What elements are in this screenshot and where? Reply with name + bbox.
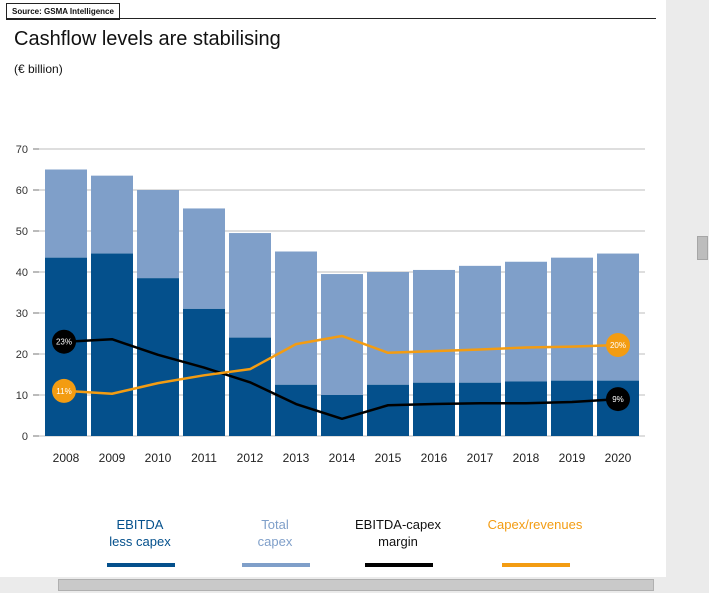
vertical-scrollbar-thumb[interactable] bbox=[697, 236, 708, 260]
line-capex-revenues bbox=[65, 334, 619, 396]
bar-total-capex bbox=[597, 253, 639, 381]
bar-ebitda-less-capex bbox=[229, 337, 271, 436]
legend-label: less capex bbox=[109, 534, 171, 549]
bar-ebitda-less-capex bbox=[505, 381, 547, 436]
legend-swatch bbox=[502, 563, 570, 567]
vertical-scrollbar[interactable] bbox=[666, 0, 709, 593]
y-tick-label: 20 bbox=[16, 349, 28, 361]
legend-label: Capex/revenues bbox=[487, 517, 583, 532]
x-tick-label: 2020 bbox=[605, 451, 632, 465]
bar-total-capex bbox=[551, 257, 593, 381]
bar-ebitda-less-capex bbox=[413, 382, 455, 436]
annotation-label: 23% bbox=[56, 338, 72, 347]
legend-item: EBITDA-capex margin bbox=[343, 516, 453, 567]
x-tick-label: 2018 bbox=[513, 451, 540, 465]
bar-total-capex bbox=[321, 274, 363, 395]
source-label: Source: GSMA Intelligence bbox=[6, 3, 120, 20]
legend-label: Total bbox=[261, 517, 289, 532]
legend-item: Total capex bbox=[220, 516, 330, 567]
bar-total-capex bbox=[367, 272, 409, 385]
x-tick-label: 2014 bbox=[329, 451, 356, 465]
bar-total-capex bbox=[91, 175, 133, 254]
horizontal-scrollbar-thumb[interactable] bbox=[58, 579, 654, 591]
legend-item: Capex/revenues bbox=[480, 516, 590, 567]
legend-swatch bbox=[365, 563, 433, 567]
bar-total-capex bbox=[137, 190, 179, 279]
x-tick-label: 2008 bbox=[53, 451, 80, 465]
legend-label: margin bbox=[378, 534, 418, 549]
y-tick-label: 40 bbox=[16, 267, 28, 279]
bar-total-capex bbox=[459, 265, 501, 383]
annotation-label: 11% bbox=[56, 387, 71, 396]
y-tick-label: 50 bbox=[16, 226, 28, 238]
x-tick-label: 2010 bbox=[145, 451, 172, 465]
bar-total-capex bbox=[413, 269, 455, 383]
bar-total-capex bbox=[183, 208, 225, 309]
y-tick-label: 30 bbox=[16, 308, 28, 320]
x-tick-label: 2017 bbox=[467, 451, 494, 465]
bar-ebitda-less-capex bbox=[551, 380, 593, 436]
y-tick-label: 60 bbox=[16, 185, 28, 197]
bar-ebitda-less-capex bbox=[459, 382, 501, 436]
legend-label: EBITDA-capex bbox=[355, 517, 441, 532]
x-tick-label: 2013 bbox=[283, 451, 310, 465]
cashflow-chart: 0 10 20 30 40 50 60 70 2008 2009 2010 2011 2012 2013 2… bbox=[16, 144, 645, 465]
legend-swatch bbox=[242, 563, 310, 567]
annotation-badge bbox=[606, 387, 630, 412]
x-tick-label: 2009 bbox=[99, 451, 126, 465]
x-tick-label: 2012 bbox=[237, 451, 264, 465]
line-ebitda-capex-margin bbox=[65, 337, 619, 421]
bar-total-capex bbox=[275, 251, 317, 385]
bar-total-capex bbox=[45, 169, 87, 258]
y-tick-label: 10 bbox=[16, 390, 28, 402]
x-tick-label: 2019 bbox=[559, 451, 586, 465]
y-tick-label: 70 bbox=[16, 144, 28, 156]
bar-total-capex bbox=[229, 233, 271, 338]
legend-swatch bbox=[107, 563, 175, 567]
x-tick-label: 2011 bbox=[191, 451, 217, 465]
x-tick-label: 2015 bbox=[375, 451, 402, 465]
bar-ebitda-less-capex bbox=[137, 278, 179, 436]
x-tick-label: 2016 bbox=[421, 451, 448, 465]
annotation-badge bbox=[606, 332, 630, 357]
bar-ebitda-less-capex bbox=[275, 384, 317, 436]
top-divider bbox=[6, 18, 656, 19]
chart-title: Cashflow levels are stabilising bbox=[14, 28, 281, 50]
annotation-badge bbox=[52, 378, 76, 403]
legend-item: EBITDA less capex bbox=[85, 516, 195, 567]
annotation-label: 20% bbox=[610, 341, 626, 350]
bar-total-capex bbox=[505, 261, 547, 382]
annotation-label: 9% bbox=[612, 395, 624, 404]
unit-label: (€ billion) bbox=[14, 62, 63, 76]
annotation-badge bbox=[52, 329, 76, 354]
y-tick-label: 0 bbox=[22, 431, 28, 443]
legend-label: EBITDA bbox=[116, 517, 164, 532]
legend-label: capex bbox=[257, 534, 293, 549]
